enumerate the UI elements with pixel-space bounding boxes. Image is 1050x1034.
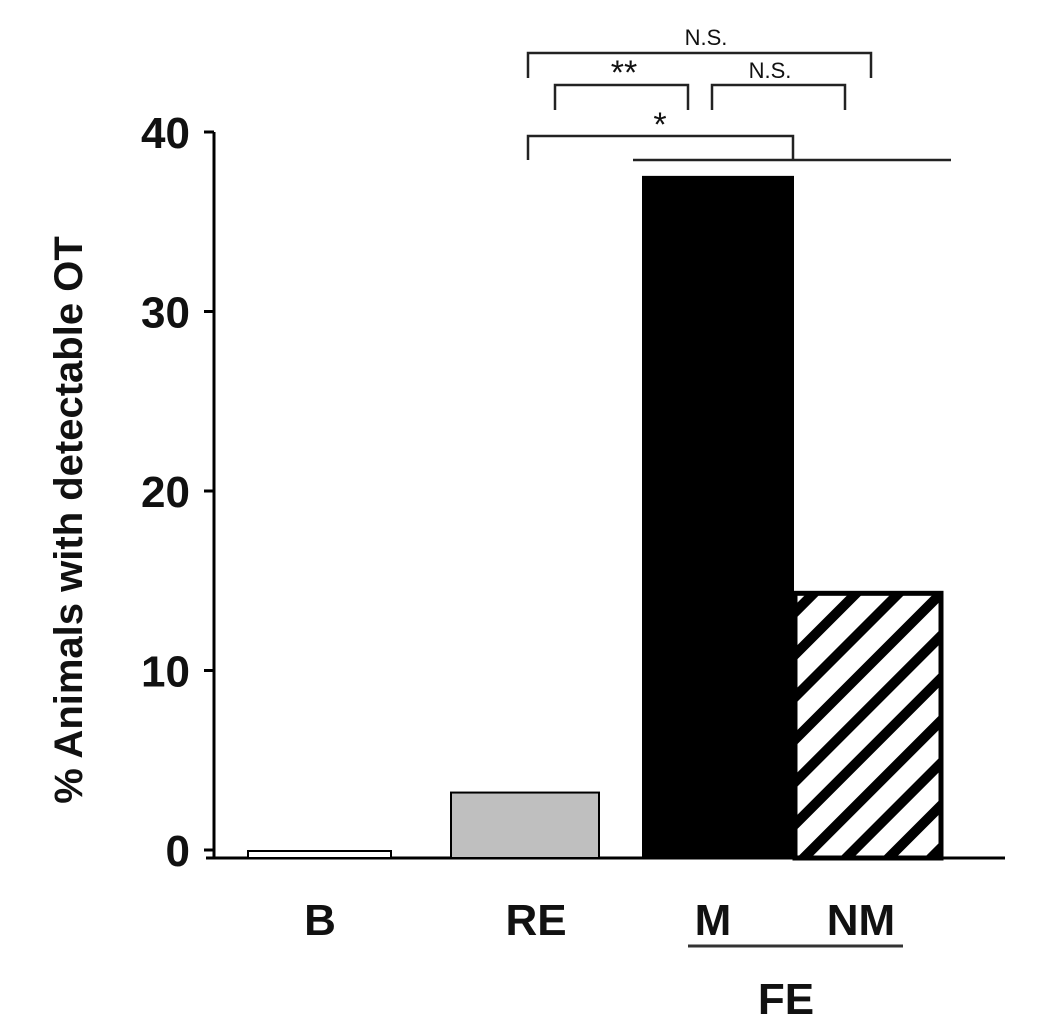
y-axis-label: % Animals with detectable OT	[47, 236, 91, 804]
bar-b	[247, 850, 392, 859]
group-label-fe: FE	[758, 975, 814, 1024]
y-tick-label: 0	[166, 827, 190, 876]
bracket-re-nm	[526, 51, 873, 78]
bracket-m-nm	[710, 83, 847, 110]
sig-label-m-nm: N.S.	[749, 58, 792, 83]
sig-label-re-nm: N.S.	[685, 25, 728, 50]
y-tick-label: 20	[141, 468, 190, 517]
y-ticks: 0 10 20 30 40	[141, 109, 214, 876]
bar-re	[450, 791, 600, 859]
sig-label-re-fe: *	[653, 106, 666, 144]
category-label-b: B	[304, 896, 336, 945]
bar-nm	[792, 590, 944, 861]
significance-brackets	[526, 51, 951, 162]
category-label-m: M	[695, 896, 732, 945]
y-tick-label: 40	[141, 109, 190, 158]
category-labels: B RE M NM	[304, 896, 895, 945]
bars	[247, 175, 944, 861]
bracket-re-fe	[526, 134, 795, 160]
category-label-nm: NM	[827, 896, 895, 945]
y-tick-label: 30	[141, 289, 190, 338]
bracket-re-m	[553, 83, 690, 110]
sig-label-re-m: **	[611, 54, 637, 92]
y-tick-label: 10	[141, 648, 190, 697]
category-label-re: RE	[505, 896, 566, 945]
bar-m	[642, 175, 794, 859]
